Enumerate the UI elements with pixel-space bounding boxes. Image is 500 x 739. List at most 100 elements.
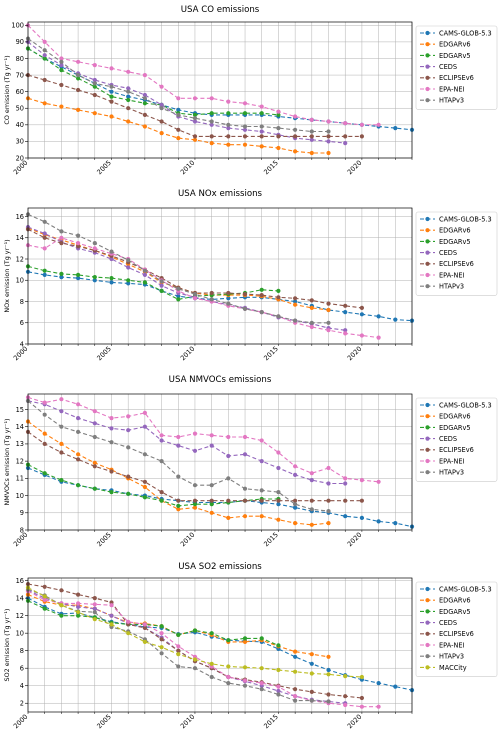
data-point	[142, 73, 147, 78]
data-point	[109, 416, 114, 421]
series-CEDS	[25, 588, 348, 706]
data-point	[326, 139, 331, 144]
x-tick-label: 2000	[12, 345, 30, 363]
legend-swatch-marker	[425, 42, 430, 47]
data-point	[192, 431, 198, 436]
data-point	[226, 674, 231, 680]
data-point	[126, 106, 131, 111]
data-point	[376, 704, 381, 709]
data-point	[293, 318, 298, 323]
series-CAMS-GLOB-5.3	[25, 269, 415, 323]
data-point	[59, 613, 64, 618]
data-point	[126, 119, 131, 124]
data-point	[159, 459, 164, 464]
data-point	[343, 303, 348, 308]
data-point	[293, 698, 298, 703]
data-point	[76, 457, 81, 462]
data-point	[343, 702, 348, 708]
legend: CAMS-GLOB-5.3 EDGARv6 EDGARv5 CEDS ECLIPSEv6…	[415, 211, 498, 296]
data-point	[92, 617, 97, 622]
data-point	[276, 692, 281, 697]
data-point	[309, 698, 314, 703]
data-point	[293, 502, 298, 507]
series-CEDS	[25, 225, 348, 333]
data-point	[42, 597, 47, 603]
data-point	[76, 402, 81, 407]
legend-entry: HTAPv3	[439, 469, 464, 477]
data-point	[192, 502, 198, 507]
data-point	[242, 636, 248, 641]
data-point	[209, 297, 214, 302]
data-point	[192, 666, 198, 671]
data-point	[309, 129, 314, 134]
chart-title: USA SO2 emissions	[178, 562, 262, 572]
plot-frame	[27, 577, 413, 713]
data-point	[176, 434, 181, 440]
x-tick-label: 2005	[95, 531, 113, 549]
data-point	[376, 479, 381, 484]
data-point	[276, 450, 281, 455]
series-CAMS-GLOB-5.3	[25, 596, 415, 693]
data-point	[259, 636, 264, 641]
series-line	[27, 48, 413, 131]
legend-entry: EDGARv6	[439, 41, 471, 49]
data-point	[109, 280, 114, 285]
data-point	[126, 619, 131, 624]
series-HTAPv3	[25, 398, 331, 514]
data-point	[42, 268, 47, 273]
data-point	[242, 486, 248, 491]
data-point	[309, 652, 314, 657]
legend: CAMS-GLOB-5.3 EDGARv6 EDGARv5 CEDS ECLIPSEv6…	[415, 581, 498, 677]
data-point	[209, 661, 214, 666]
data-point	[276, 643, 281, 648]
data-point	[359, 305, 364, 310]
y-tick-label: 10	[16, 629, 24, 637]
data-point	[326, 328, 331, 333]
data-point	[76, 59, 81, 64]
legend-swatch-marker	[425, 470, 430, 475]
data-point	[159, 645, 164, 650]
chart-title: USA CO emissions	[181, 5, 260, 15]
data-point	[42, 246, 47, 251]
y-tick-label: 6	[20, 319, 24, 327]
data-point	[259, 104, 264, 109]
data-point	[192, 448, 198, 453]
legend-swatch-marker	[425, 86, 430, 92]
data-point	[192, 657, 198, 662]
legend-swatch-marker	[425, 228, 430, 233]
data-point	[242, 124, 248, 129]
chart-panel-4: USA SO2 emissions 2 4 6 8 10 12 14 16 2000 2005 201…	[3, 562, 498, 730]
y-tick-label: 70	[16, 71, 24, 79]
data-point	[92, 460, 97, 465]
data-point	[242, 514, 248, 519]
legend-entry: EDGARv6	[439, 413, 471, 421]
data-point	[326, 509, 331, 514]
data-point	[309, 478, 314, 483]
y-tick-label: 14	[16, 594, 24, 602]
data-point	[109, 603, 114, 608]
data-point	[76, 73, 81, 78]
data-point	[276, 112, 281, 117]
data-point	[76, 107, 81, 112]
data-point	[242, 434, 248, 440]
data-point	[109, 249, 114, 254]
data-point	[176, 652, 181, 657]
data-point	[126, 445, 131, 450]
data-point	[359, 478, 364, 483]
data-point	[76, 610, 81, 615]
data-point	[92, 464, 97, 469]
data-point	[293, 134, 298, 139]
data-point	[42, 56, 47, 61]
data-point	[42, 471, 47, 476]
data-point	[42, 272, 47, 277]
data-point	[192, 483, 198, 488]
legend-entry: HTAPv3	[439, 97, 464, 105]
legend-swatch-marker	[425, 272, 430, 278]
data-point	[109, 490, 114, 495]
legend-entry: EDGARv5	[439, 238, 471, 246]
data-point	[76, 241, 81, 246]
data-point	[142, 495, 147, 500]
data-point	[276, 667, 281, 673]
data-point	[309, 324, 314, 330]
data-point	[309, 689, 314, 695]
